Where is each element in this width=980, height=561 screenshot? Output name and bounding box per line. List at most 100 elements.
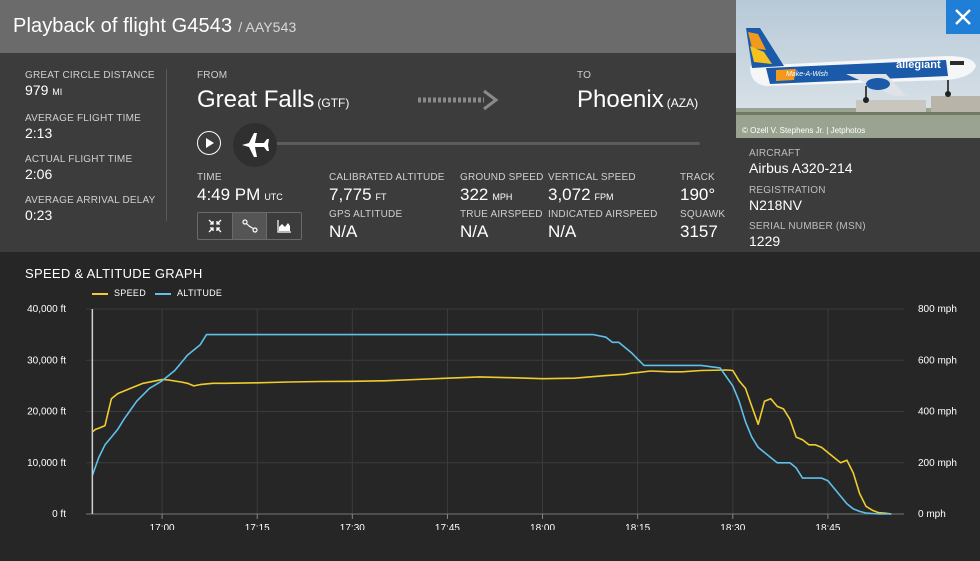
flight-header: Playback of flight G4543 / AAY543 — [0, 0, 736, 53]
metric-value: 4:49 PM — [197, 185, 261, 204]
stat-value: 0:23 — [25, 207, 53, 223]
metric-value: N/A — [548, 222, 577, 241]
x-tick-label: 18:45 — [815, 523, 840, 530]
livery-slogan: Make-A-Wish — [786, 71, 828, 78]
route-origin: FROM Great Falls (GTF) — [197, 70, 349, 114]
altitude-series-line — [91, 333, 892, 515]
metric-unit: MPH — [492, 192, 513, 202]
view-toggle-group — [197, 212, 302, 240]
route-view-button[interactable] — [232, 213, 268, 239]
destination-city: Phoenix — [577, 86, 664, 113]
metric-calibrated-altitude: CALIBRATED ALTITUDE 7,775 FT — [329, 172, 445, 208]
aircraft-info: AIRCRAFT Airbus A320-214 REGISTRATION N2… — [736, 138, 980, 252]
metric-value: 190° — [680, 185, 716, 204]
metric-value: 3157 — [680, 222, 718, 241]
x-tick-label: 18:00 — [530, 523, 555, 530]
flight-stats: GREAT CIRCLE DISTANCE 979 MI AVERAGE FLI… — [25, 70, 165, 236]
metric-vertical-speed: VERTICAL SPEED 3,072 FPM — [548, 172, 636, 208]
airplane-icon — [242, 133, 269, 157]
metric-unit: FT — [375, 192, 387, 202]
metric-value: N/A — [460, 222, 489, 241]
metric-label: VERTICAL SPEED — [548, 172, 636, 183]
metric-label: SQUAWK — [680, 209, 726, 220]
flight-title: Playback of flight G4543 — [13, 15, 233, 37]
speed-altitude-chart[interactable]: 40,000 ft 800 mph 30,000 ft 600 mph 20,000 f… — [0, 298, 980, 530]
graph-view-button[interactable] — [267, 213, 301, 239]
legend-altitude: ALTITUDE — [155, 288, 222, 298]
stat-value: 2:13 — [25, 125, 53, 141]
y-left-tick-label: 0 ft — [52, 509, 66, 520]
metric-unit: UTC — [264, 192, 283, 202]
photo-credit: © Ozell V. Stephens Jr. | Jetphotos — [742, 126, 866, 135]
x-tick-label: 18:30 — [720, 523, 745, 530]
stat-arrival-delay: AVERAGE ARRIVAL DELAY 0:23 — [25, 195, 165, 223]
y-right-tick-label: 600 mph — [918, 355, 957, 366]
stat-avg-flight-time: AVERAGE FLIGHT TIME 2:13 — [25, 113, 165, 141]
y-right-tick-label: 0 mph — [918, 509, 946, 520]
from-label: FROM — [197, 70, 228, 81]
metric-track: TRACK 190° — [680, 172, 715, 206]
metric-label: TIME — [197, 172, 222, 183]
stat-label: GREAT CIRCLE DISTANCE — [25, 70, 155, 81]
livery-text: allegiant — [896, 59, 941, 71]
legend-label: SPEED — [114, 288, 147, 298]
to-label: TO — [577, 70, 592, 81]
compress-view-button[interactable] — [198, 213, 233, 239]
metric-value: N/A — [329, 222, 358, 241]
compress-icon — [208, 219, 222, 233]
y-right-tick-label: 200 mph — [918, 458, 957, 469]
stat-actual-flight-time: ACTUAL FLIGHT TIME 2:06 — [25, 154, 165, 182]
y-left-tick-label: 10,000 ft — [27, 458, 66, 469]
y-right-tick-label: 800 mph — [918, 304, 957, 315]
msn-label: SERIAL NUMBER (MSN) — [749, 221, 866, 232]
callsign: / AAY543 — [238, 19, 297, 35]
legend-label: ALTITUDE — [177, 288, 223, 298]
aircraft-type: AIRCRAFT Airbus A320-214 — [749, 148, 853, 176]
play-button[interactable] — [197, 131, 221, 155]
divider — [166, 69, 167, 221]
page-title: Playback of flight G4543 / AAY543 — [13, 15, 296, 38]
registration-value[interactable]: N218NV — [749, 197, 802, 213]
legend-swatch — [92, 292, 108, 295]
legend-speed: SPEED — [92, 288, 146, 298]
x-tick-label: 17:30 — [340, 523, 365, 530]
stat-label: AVERAGE FLIGHT TIME — [25, 113, 142, 124]
metric-true-airspeed: TRUE AIRSPEED N/A — [460, 209, 543, 243]
origin-code: (GTF) — [317, 96, 350, 110]
aircraft-photo-image: allegiant Make-A-Wish — [736, 0, 980, 138]
playback-handle[interactable] — [233, 123, 277, 167]
origin-city: Great Falls — [197, 86, 315, 113]
metric-squawk: SQUAWK 3157 — [680, 209, 725, 243]
legend-swatch — [155, 292, 171, 295]
route-arrow-icon — [418, 89, 499, 111]
metric-label: TRUE AIRSPEED — [460, 209, 543, 220]
playback-track[interactable] — [258, 142, 700, 145]
stat-value: 2:06 — [25, 166, 53, 182]
metric-label: CALIBRATED ALTITUDE — [329, 172, 445, 183]
stat-label: AVERAGE ARRIVAL DELAY — [25, 195, 156, 206]
metric-unit: FPM — [594, 192, 614, 202]
area-chart-icon — [277, 220, 292, 233]
graph-title: SPEED & ALTITUDE GRAPH — [25, 266, 203, 281]
close-button[interactable] — [946, 0, 980, 34]
route-destination: TO Phoenix (AZA) — [577, 70, 698, 114]
stat-value: 979 — [25, 82, 49, 98]
metric-value: 7,775 — [329, 185, 372, 204]
metric-label: GROUND SPEED — [460, 172, 544, 183]
metric-ground-speed: GROUND SPEED 322 MPH — [460, 172, 544, 208]
msn-value: 1229 — [749, 233, 781, 249]
flight-info-panel: GREAT CIRCLE DISTANCE 979 MI AVERAGE FLI… — [0, 53, 736, 252]
registration-label: REGISTRATION — [749, 185, 826, 196]
metric-label: GPS ALTITUDE — [329, 209, 403, 220]
metric-label: INDICATED AIRSPEED — [548, 209, 658, 220]
aircraft-type-label: AIRCRAFT — [749, 148, 801, 159]
y-left-tick-label: 20,000 ft — [27, 407, 66, 418]
close-icon — [955, 9, 971, 25]
metric-indicated-airspeed: INDICATED AIRSPEED N/A — [548, 209, 658, 243]
metric-value: 322 — [460, 185, 489, 204]
y-right-tick-label: 400 mph — [918, 407, 957, 418]
aircraft-msn: SERIAL NUMBER (MSN) 1229 — [749, 221, 866, 249]
metric-value: 3,072 — [548, 185, 591, 204]
y-left-tick-label: 40,000 ft — [27, 304, 66, 315]
x-tick-label: 17:45 — [435, 523, 460, 530]
